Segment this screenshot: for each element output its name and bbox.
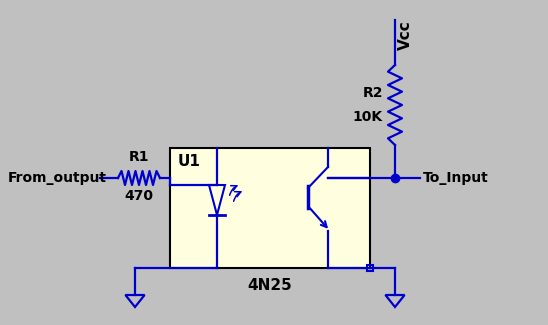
Text: R1: R1 (129, 150, 149, 164)
Text: 470: 470 (124, 189, 153, 203)
Text: U1: U1 (178, 154, 201, 169)
Text: R2: R2 (362, 86, 383, 100)
Text: To_Input: To_Input (423, 171, 489, 185)
Text: From_output: From_output (8, 171, 107, 185)
Text: 4N25: 4N25 (248, 278, 293, 293)
Text: Vcc: Vcc (398, 20, 413, 50)
Text: 10K: 10K (353, 110, 383, 124)
Bar (170, 148, 370, 268)
